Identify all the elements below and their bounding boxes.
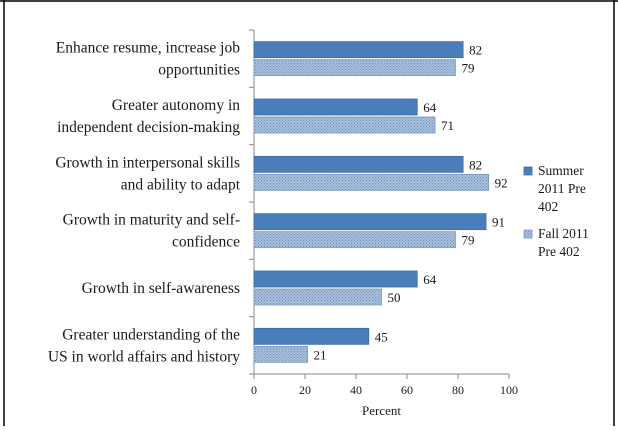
data-label: 50 <box>388 290 401 305</box>
x-tick-label: 60 <box>401 383 413 397</box>
category-label: Growth in maturity and self-confidence <box>63 212 240 251</box>
data-label: 71 <box>441 118 454 133</box>
bar-fall-2011 <box>253 173 490 191</box>
x-axis-ticks: 0 20 40 60 80 100 <box>249 29 518 397</box>
bar-summer-2011 <box>253 270 418 288</box>
bar-fall-2011 <box>253 345 308 363</box>
bar-summer-2011 <box>253 155 464 173</box>
legend-label-summer-2011: Summer 2011 Pre 402 <box>538 163 586 214</box>
bar-summer-2011 <box>253 98 418 116</box>
legend-label-fall-2011: Fall 2011 Pre 402 <box>538 226 589 259</box>
x-axis-title: Percent <box>362 403 401 418</box>
category-label: Enhance resume, increase job opportunitie… <box>56 40 240 79</box>
data-label: 91 <box>492 215 505 230</box>
data-label: 79 <box>461 61 474 76</box>
bar-summer-2011 <box>253 41 464 59</box>
data-label: 21 <box>314 347 327 362</box>
data-label: 64 <box>423 272 437 287</box>
bar-summer-2011 <box>253 213 487 231</box>
data-label: 79 <box>461 233 474 248</box>
legend-swatch-summer-2011 <box>523 166 533 176</box>
bar-fall-2011 <box>253 116 436 134</box>
legend: Summer 2011 Pre 402 Fall 2011 Pre 402 <box>523 163 589 259</box>
bar-fall-2011 <box>253 288 382 306</box>
category-labels: Enhance resume, increase job opportunitie… <box>48 40 241 366</box>
bar-fall-2011 <box>253 59 456 77</box>
data-label: 45 <box>375 329 388 344</box>
category-label: Greater understanding of the US in world … <box>48 326 240 365</box>
data-label: 64 <box>423 100 437 115</box>
data-label: 92 <box>495 175 508 190</box>
data-labels: 82 79 64 71 82 92 91 79 64 50 45 21 <box>314 43 508 363</box>
x-tick-label: 0 <box>251 383 257 397</box>
data-label: 82 <box>469 157 482 172</box>
category-label: Growth in self-awareness <box>82 280 240 297</box>
legend-swatch-fall-2011 <box>523 229 533 239</box>
data-label: 82 <box>469 43 482 58</box>
category-label: Greater autonomy in independent decision-… <box>57 97 240 136</box>
x-tick-label: 40 <box>350 383 362 397</box>
x-tick-label: 80 <box>452 383 464 397</box>
x-tick-label: 100 <box>500 383 518 397</box>
bars <box>253 41 490 363</box>
category-label: Growth in interpersonal skills and abilit… <box>55 154 240 193</box>
x-tick-label: 20 <box>299 383 311 397</box>
bar-summer-2011 <box>253 327 370 345</box>
bar-fall-2011 <box>253 231 456 249</box>
